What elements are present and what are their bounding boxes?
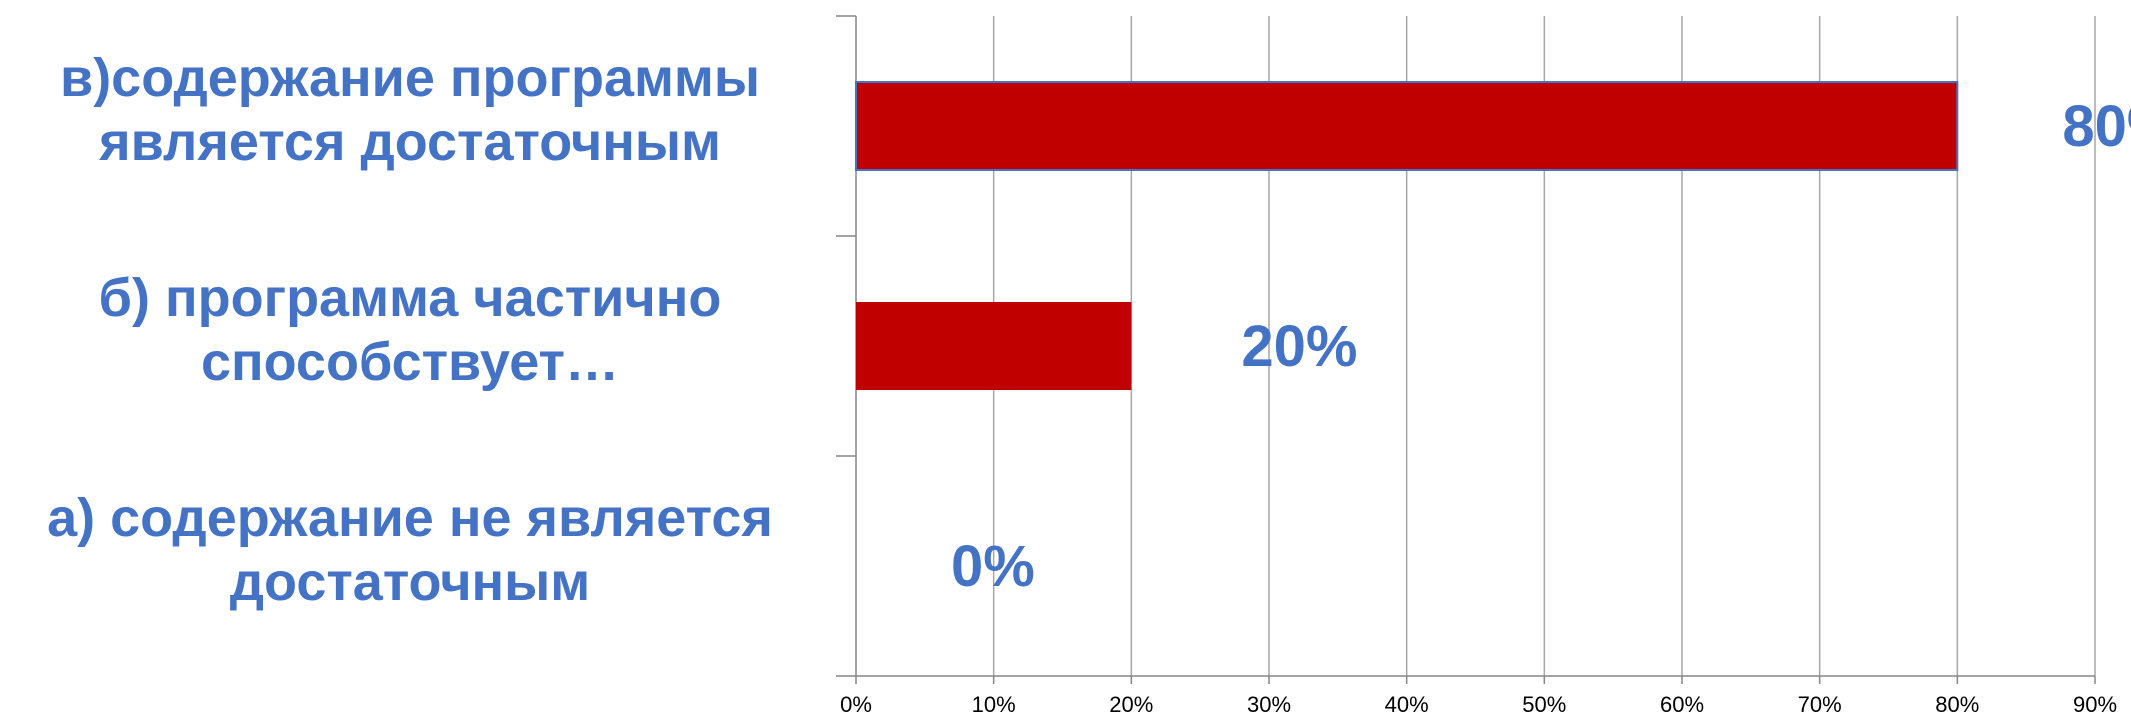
data-label: 80%	[2062, 94, 2131, 159]
data-label: 20%	[1241, 314, 1357, 379]
x-tick-label: 80%	[1935, 692, 1979, 717]
x-tick-label: 90%	[2073, 692, 2117, 717]
x-tick-label: 40%	[1385, 692, 1429, 717]
data-labels: 80% 20% 0%	[951, 94, 2131, 599]
category-label: б) программа частично	[99, 268, 722, 328]
x-tick-label: 10%	[972, 692, 1016, 717]
category-label: достаточным	[230, 552, 590, 612]
x-tick-label: 70%	[1798, 692, 1842, 717]
bar	[855, 81, 1959, 171]
x-tick-label: 0%	[840, 692, 872, 717]
category-label: а) содержание не является	[47, 488, 773, 548]
category-label: является достаточным	[98, 112, 721, 172]
x-tick-labels: 0% 10% 20% 30% 40% 50% 60% 70% 80% 90%	[840, 692, 2117, 717]
bars	[855, 81, 1959, 390]
x-tick-label: 60%	[1660, 692, 1704, 717]
data-label: 0%	[951, 534, 1035, 599]
x-tick-label: 30%	[1247, 692, 1291, 717]
bar	[856, 302, 1132, 390]
category-label: способствует…	[201, 332, 619, 392]
x-tick-label: 20%	[1109, 692, 1153, 717]
category-label: в)содержание программы	[60, 48, 760, 108]
x-tick-label: 50%	[1522, 692, 1566, 717]
